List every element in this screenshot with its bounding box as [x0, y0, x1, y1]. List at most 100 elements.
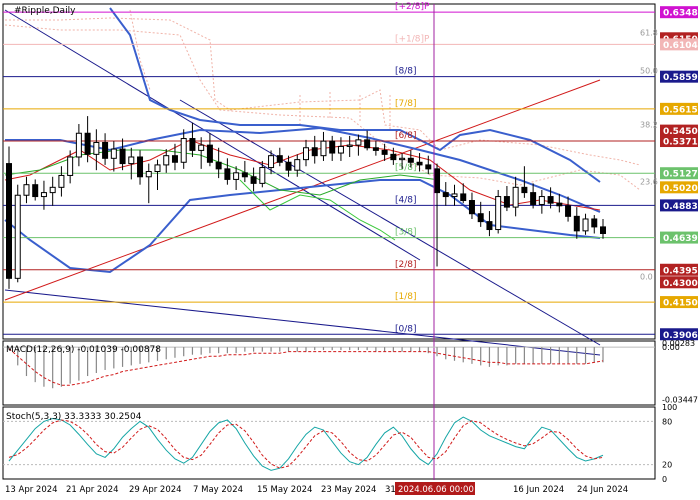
murrey-level-label: [7/8]: [395, 99, 417, 109]
price-tag-label: 0.4300: [663, 279, 698, 289]
candle-body: [128, 156, 135, 165]
stoch-label: Stoch(5,3,3) 33.3333 30.2504: [6, 412, 142, 422]
price-tag: [660, 135, 698, 148]
candle-body: [58, 174, 65, 188]
price-tag: [660, 263, 698, 276]
stoch-axis-tick: 0: [662, 475, 667, 484]
candle-body: [556, 202, 563, 207]
fibonacci-level-label: 0.0: [640, 272, 653, 281]
candle-body: [390, 153, 397, 161]
macd-panel-frame: [2, 340, 656, 406]
price-tag-label: 0.5127: [663, 170, 698, 180]
candle-body: [600, 226, 606, 234]
price-tag: [660, 167, 698, 180]
macd-zero-tag: 0.00: [662, 343, 680, 352]
candle-body: [425, 164, 432, 170]
murrey-level-label: [6/8]: [395, 131, 417, 141]
candle-body: [102, 141, 109, 159]
price-tag: [660, 231, 698, 244]
candle-body: [276, 155, 283, 163]
candle-body: [521, 186, 528, 194]
candle-body: [538, 196, 545, 205]
price-tag: [660, 6, 698, 19]
candle-body: [399, 157, 406, 161]
murrey-level-label: [4/8]: [395, 195, 417, 205]
candle-body: [451, 193, 458, 198]
candles-layer: [6, 116, 606, 289]
x-axis-tick: 29 Apr 2024: [129, 485, 182, 495]
candle-body: [486, 221, 493, 231]
price-tag: [660, 102, 698, 115]
x-axis-tick: 24 Jun 2024: [577, 485, 628, 495]
candle-body: [93, 141, 100, 155]
candle-body: [259, 167, 266, 184]
price-tag: [660, 181, 698, 194]
candle-body: [477, 213, 484, 223]
murrey-level-label: [+1/8]P: [395, 34, 430, 44]
x-axis: 13 Apr 2024 21 Apr 2024 29 Apr 2024 7 May 2…: [5, 482, 628, 495]
price-tag-label: 0.5859: [663, 73, 698, 83]
candle-body: [565, 205, 572, 217]
price-tag-label: 0.3906: [663, 331, 698, 341]
price-tag: [660, 38, 698, 51]
murrey-levels-layer: [+2/8]P [+1/8]P [8/8] [7/8] [6/8] [5/8] [4/8] […: [3, 2, 655, 335]
candle-body: [67, 156, 74, 176]
price-tag-label: 0.6348: [663, 9, 698, 19]
price-tag: [660, 328, 698, 341]
candle-body: [145, 171, 152, 178]
price-tag-label: 0.5371: [663, 138, 698, 148]
stoch-main-line: [8, 416, 604, 471]
candle-body: [503, 196, 510, 208]
fibonacci-level-label: 23.6: [640, 177, 658, 186]
candle-body: [372, 147, 379, 151]
macd-signal-line: [8, 348, 604, 386]
ichimoku-cloud: [4, 9, 641, 191]
price-tag-label: 0.6104: [663, 41, 698, 51]
candle-body: [495, 196, 502, 231]
murrey-level-label: [2/8]: [395, 260, 417, 270]
price-tag-label: 0.5450: [663, 127, 698, 137]
symbol-label: #Ripple,Daily: [14, 6, 76, 16]
candle-body: [40, 192, 47, 198]
candle-body: [268, 155, 275, 169]
candle-body: [206, 144, 213, 163]
candle-body: [442, 192, 449, 198]
main-panel-frame: [2, 3, 656, 340]
candle-body: [364, 139, 371, 149]
candle-body: [591, 218, 598, 228]
x-axis-tick: 7 May 2024: [193, 485, 243, 495]
cursor-time-badge: [395, 482, 475, 495]
candle-body: [198, 144, 205, 151]
candle-body: [512, 186, 519, 208]
price-tag-label: 0.4395: [663, 266, 698, 276]
candle-body: [460, 193, 467, 202]
price-tag: [660, 276, 698, 289]
fibonacci-labels-layer: 61.8 50.0 38.2 23.6 0.0: [640, 28, 658, 281]
candle-body: [547, 196, 554, 204]
candle-body: [407, 157, 414, 163]
cursor-time-label: 2024.06.06 00:00: [398, 485, 474, 495]
x-axis-tick: 13 Apr 2024: [5, 485, 58, 495]
candle-body: [84, 132, 91, 155]
x-axis-tick: 16 Jun 2024: [513, 485, 564, 495]
candle-body: [582, 218, 589, 232]
candle-body: [303, 147, 309, 161]
price-tag-label: 0.5020: [663, 184, 698, 194]
murrey-level-label: [3/8]: [395, 228, 417, 238]
candle-body: [110, 148, 117, 159]
price-tag-label: 0.4883: [663, 202, 698, 212]
price-tag: [660, 199, 698, 212]
candle-body: [346, 144, 353, 147]
candle-body: [119, 148, 126, 165]
price-tag-label: 0.4639: [663, 234, 698, 244]
candle-body: [6, 163, 12, 279]
macd-layer: 0.00283 -0.03447 0.00: [3, 339, 698, 405]
x-axis-tick: 23 May 2024: [321, 485, 376, 495]
candle-body: [23, 184, 30, 196]
macd-label: MACD(12,26,9) -0.01039 -0.00878: [6, 345, 161, 355]
macd-axis-tick: 0.00283: [662, 339, 695, 348]
candle-body: [154, 164, 161, 173]
candle-body: [233, 172, 240, 180]
candle-body: [381, 149, 388, 155]
